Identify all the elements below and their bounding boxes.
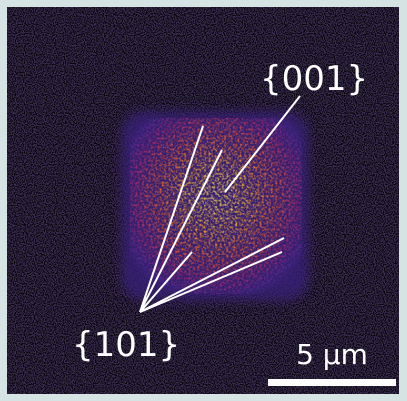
micrograph: {001} {101} 5 µm <box>0 0 407 401</box>
label-101: {101} <box>72 325 180 365</box>
scale-bar-label: 5 µm <box>296 338 368 371</box>
scale-bar <box>268 379 396 386</box>
label-001: {001} <box>260 59 368 99</box>
page: {001} {101} 5 µm (() => { const data = J… <box>0 0 407 401</box>
